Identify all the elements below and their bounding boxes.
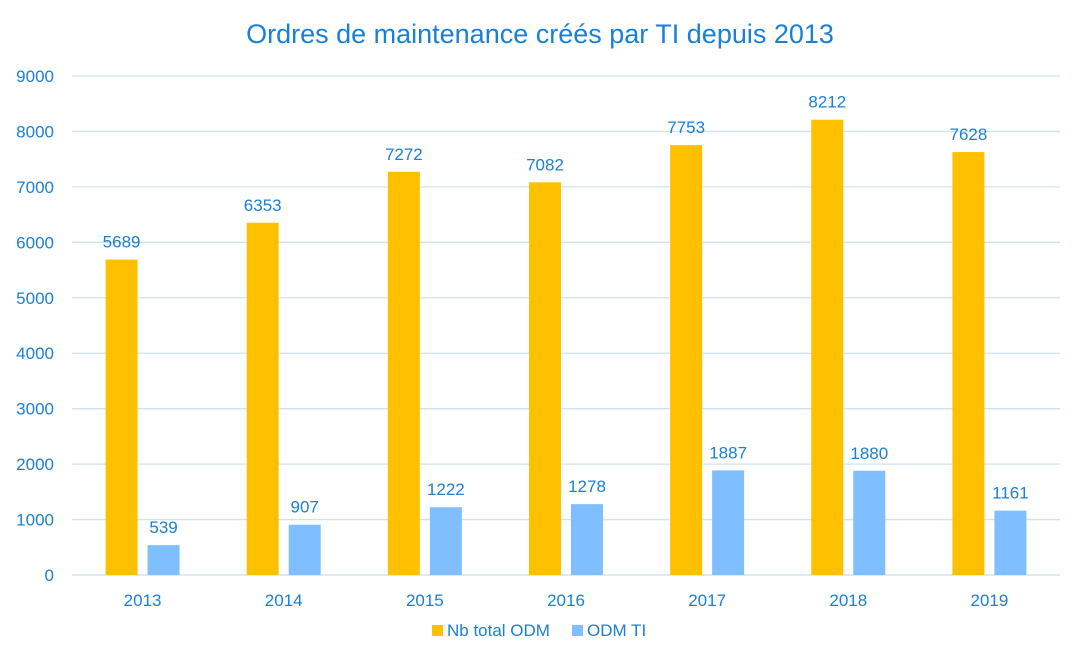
bar-ti-2018 (853, 470, 886, 575)
data-label: 5689 (103, 233, 141, 252)
bar-ti-2013 (147, 545, 180, 575)
bar-total-2014 (246, 222, 279, 575)
bar-ti-2016 (571, 504, 603, 575)
legend: Nb total ODM ODM TI (432, 621, 646, 640)
y-axis-ticks: 0 1000 2000 3000 4000 5000 6000 7000 8000 9000 (16, 67, 54, 585)
y-tick-label: 6000 (16, 233, 54, 252)
data-label: 7272 (385, 145, 423, 164)
data-label: 6353 (244, 196, 282, 215)
y-tick-label: 1000 (16, 511, 54, 530)
bar-total-2017 (670, 145, 703, 575)
data-label: 1887 (709, 443, 747, 462)
x-axis-ticks: 2013 2014 2015 2016 2017 2018 2019 (124, 591, 1009, 610)
y-tick-label: 0 (45, 566, 54, 585)
x-tick-label: 2015 (406, 591, 444, 610)
x-tick-label: 2019 (971, 591, 1009, 610)
gridlines (72, 75, 1060, 576)
data-label: 7082 (526, 155, 564, 174)
y-tick-label: 4000 (16, 344, 54, 363)
bar-ti-2015 (429, 507, 462, 575)
legend-label: Nb total ODM (447, 621, 550, 640)
x-tick-label: 2014 (265, 591, 303, 610)
data-label: 8212 (808, 93, 846, 112)
data-label: 7628 (950, 125, 988, 144)
y-tick-label: 8000 (16, 122, 54, 141)
data-label: 539 (149, 518, 177, 537)
legend-label: ODM TI (587, 621, 646, 640)
y-tick-label: 5000 (16, 289, 54, 308)
bar-total-2018 (811, 119, 844, 576)
x-tick-label: 2013 (124, 591, 162, 610)
y-tick-label: 2000 (16, 455, 54, 474)
x-tick-label: 2016 (547, 591, 585, 610)
data-label: 1278 (568, 477, 606, 496)
bar-total-2019 (952, 152, 985, 576)
bars (105, 119, 1027, 576)
bar-total-2015 (387, 171, 420, 576)
x-tick-label: 2018 (829, 591, 867, 610)
data-label: 1880 (850, 444, 888, 463)
bar-ti-2017 (712, 470, 745, 575)
bar-ti-2019 (994, 510, 1027, 575)
y-tick-label: 7000 (16, 178, 54, 197)
data-label: 907 (291, 498, 319, 517)
bar-total-2013 (105, 259, 138, 575)
data-label: 7753 (667, 118, 705, 137)
data-label: 1161 (992, 484, 1029, 503)
y-tick-label: 3000 (16, 400, 54, 419)
legend-swatch (432, 625, 443, 636)
legend-swatch (571, 625, 583, 636)
bar-ti-2014 (288, 524, 321, 575)
bar-total-2016 (529, 182, 561, 575)
data-labels: 5689 539 6353 907 7272 1222 7082 1278 7753 1887 82… (103, 93, 1029, 537)
data-label: 1222 (427, 480, 465, 499)
y-tick-label: 9000 (16, 67, 54, 86)
chart-title: Ordres de maintenance créés par TI depui… (246, 19, 834, 49)
x-tick-label: 2017 (688, 591, 726, 610)
